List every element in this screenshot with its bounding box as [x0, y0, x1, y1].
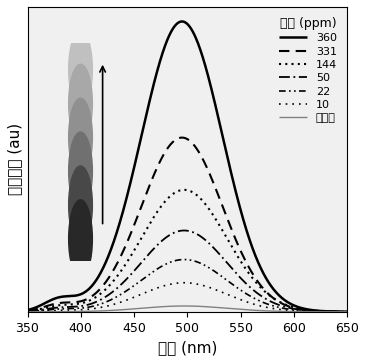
X-axis label: 波长 (nm): 波长 (nm) — [158, 340, 217, 355]
Circle shape — [69, 98, 92, 176]
Y-axis label: 荧光强度 (au): 荧光强度 (au) — [7, 123, 22, 195]
Circle shape — [69, 64, 92, 143]
Circle shape — [69, 30, 92, 109]
Legend: 360, 331, 144, 50, 22, 10, 仅探针: 360, 331, 144, 50, 22, 10, 仅探针 — [275, 13, 341, 128]
Circle shape — [69, 166, 92, 244]
Circle shape — [69, 132, 92, 210]
Circle shape — [69, 200, 92, 278]
